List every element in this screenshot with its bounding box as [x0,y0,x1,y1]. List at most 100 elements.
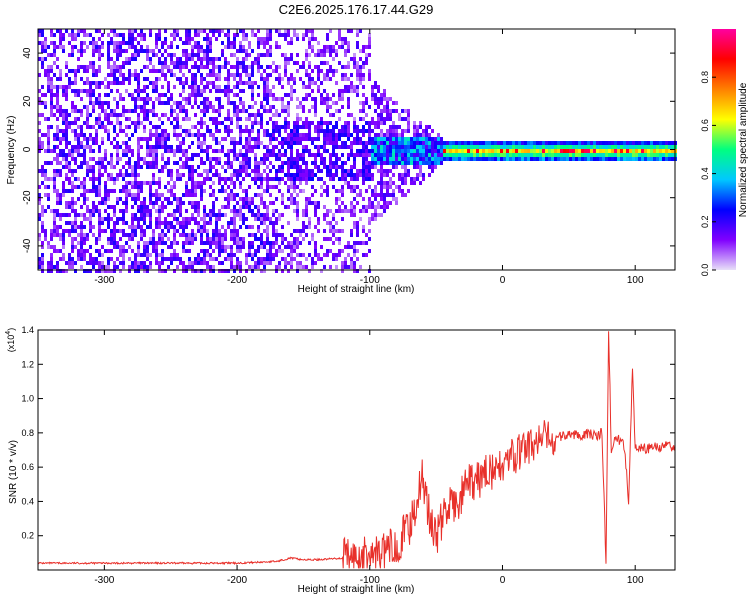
heatmap-cell [197,261,200,265]
heatmap-cell [203,53,206,57]
heatmap-cell [158,185,161,189]
heatmap-cell [56,109,59,113]
heatmap-cell [149,201,152,205]
heatmap-cell [215,121,218,125]
heatmap-cell [56,225,59,229]
heatmap-cell [287,145,290,149]
heatmap-cell [53,233,56,237]
heatmap-cell [86,145,89,149]
heatmap-cell [98,189,101,193]
heatmap-cell [338,93,341,97]
heatmap-cell [140,105,143,109]
heatmap-cell [299,141,302,145]
heatmap-cell [41,113,44,117]
heatmap-cell [515,153,518,157]
heatmap-cell [77,117,80,121]
heatmap-cell [98,105,101,109]
heatmap-cell [377,161,380,165]
heatmap-cell [92,185,95,189]
heatmap-cell [548,141,551,145]
heatmap-cell [107,261,110,265]
heatmap-cell [167,197,170,201]
heatmap-cell [221,65,224,69]
heatmap-cell [350,113,353,117]
heatmap-cell [206,97,209,101]
heatmap-cell [227,101,230,105]
heatmap-cell [62,137,65,141]
heatmap-cell [227,165,230,169]
heatmap-cell [302,225,305,229]
heatmap-cell [194,45,197,49]
heatmap-cell [323,97,326,101]
heatmap-cell [584,145,587,149]
heatmap-cell [203,205,206,209]
heatmap-cell [239,117,242,121]
heatmap-cell [68,41,71,45]
heatmap-cell [296,137,299,141]
heatmap-cell [317,65,320,69]
heatmap-cell [110,113,113,117]
heatmap-cell [377,141,380,145]
heatmap-cell [113,165,116,169]
heatmap-cell [188,249,191,253]
heatmap-cell [71,105,74,109]
heatmap-cell [362,205,365,209]
heatmap-cell [80,77,83,81]
heatmap-cell [56,209,59,213]
heatmap-cell [257,261,260,265]
heatmap-cell [182,153,185,157]
heatmap-cell [212,33,215,37]
heatmap-cell [575,141,578,145]
heatmap-cell [203,97,206,101]
heatmap-cell [413,165,416,169]
heatmap-cell [146,49,149,53]
heatmap-cell [380,145,383,149]
heatmap-cell [293,141,296,145]
heatmap-cell [335,141,338,145]
heatmap-cell [194,237,197,241]
heatmap-cell [155,137,158,141]
heatmap-cell [182,65,185,69]
heatmap-cell [260,173,263,177]
heatmap-cell [338,29,341,33]
heatmap-cell [227,185,230,189]
heatmap-cell [77,241,80,245]
heatmap-cell [212,109,215,113]
heatmap-cell [287,269,290,273]
heatmap-cell [170,253,173,257]
heatmap-cell [635,157,638,161]
heatmap-cell [344,89,347,93]
heatmap-cell [380,117,383,121]
heatmap-cell [179,197,182,201]
heatmap-cell [362,141,365,145]
heatmap-cell [110,81,113,85]
heatmap-cell [422,137,425,141]
heatmap-cell [212,237,215,241]
heatmap-cell [242,201,245,205]
heatmap-cell [374,93,377,97]
heatmap-cell [179,157,182,161]
heatmap-cell [311,81,314,85]
heatmap-cell [362,153,365,157]
heatmap-cell [200,29,203,33]
heatmap-cell [296,213,299,217]
heatmap-cell [98,169,101,173]
heatmap-cell [620,153,623,157]
heatmap-cell [266,157,269,161]
heatmap-cell [269,89,272,93]
heatmap-cell [449,149,452,153]
heatmap-cell [332,57,335,61]
heatmap-cell [128,29,131,33]
heatmap-cell [41,141,44,145]
heatmap-cell [335,253,338,257]
heatmap-cell [209,265,212,269]
heatmap-cell [419,165,422,169]
heatmap-cell [251,113,254,117]
heatmap-cell [221,241,224,245]
heatmap-cell [536,157,539,161]
heatmap-cell [251,197,254,201]
heatmap-cell [260,237,263,241]
heatmap-cell [320,169,323,173]
heatmap-cell [134,257,137,261]
heatmap-cell [419,153,422,157]
